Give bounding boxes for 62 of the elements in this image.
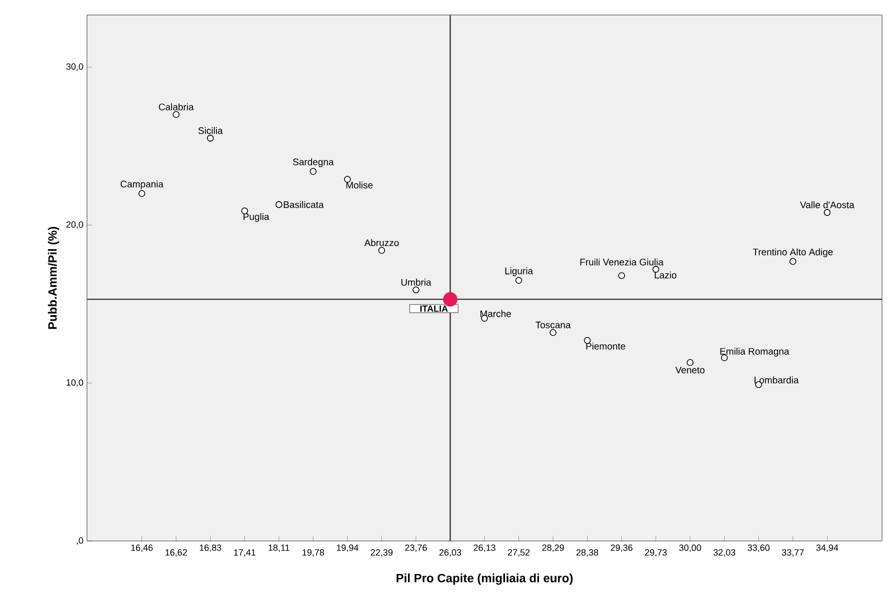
annotation: Fruili Venezia Giulia [580,258,664,266]
point [276,201,282,208]
annotation: Lazio [654,272,676,278]
point [618,272,625,280]
annotation: Trentino Alto Adige [752,248,833,258]
annotation: Sardegna [293,158,334,168]
x-tick-label: 17,41 [234,549,256,557]
point [790,258,796,265]
annotation: Emilia Romagna [720,348,790,357]
annotation: ITALIA [420,306,448,312]
point [515,276,522,284]
x-tick-label: 18,11 [268,544,290,552]
annotation: Molise [346,181,373,188]
annotation: Basilicata [284,201,324,208]
annotation: Puglia [244,213,270,222]
x-tick-label: 28,38 [576,549,598,557]
point [206,134,214,142]
x-tick-label: 16,62 [166,549,187,557]
x-tick-label: 27,52 [508,549,530,557]
x-tick-label: 28,29 [542,544,564,552]
x-tick-label: 19,78 [302,549,324,557]
point [550,329,556,336]
x-tick-label: 34,94 [816,544,838,552]
annotation: Piemonte [586,342,626,350]
point [310,168,317,175]
annotation: Lombardia [754,376,799,384]
point [138,190,146,197]
x-tick-label: 32,03 [713,549,736,557]
x-tick-label: 33,60 [748,544,770,552]
x-tick-label: 23,76 [405,544,427,552]
point [824,209,831,216]
y-tick-label: 20,0 [66,221,84,229]
annotation: Umbria [401,278,432,286]
y-axis-title: Pubb.Amm/Pil (%) [48,226,60,329]
annotation: Sicilia [198,127,223,134]
x-tick-label: 26,13 [474,544,496,552]
point [443,292,458,307]
x-tick-label: 29,73 [645,549,667,557]
x-tick-label: 29,36 [610,544,632,552]
point [686,359,694,366]
point [412,286,420,294]
x-tick-label: 19,94 [336,544,358,552]
annotation: Campania [120,180,164,190]
y-tick-label: 10,0 [66,379,84,387]
annotation: Valle d'Aosta [800,201,854,208]
annotation: Abruzzo [364,239,399,246]
annotation: Marche [480,310,511,318]
point [172,111,180,118]
x-tick-label: 16,83 [200,544,222,552]
point [378,246,386,254]
x-axis-title: Pil Pro Capite (migliaia di euro) [396,574,573,585]
annotation: Liguria [505,267,534,276]
x-tick-label: 33,77 [782,549,804,557]
x-tick-label: 16,46 [131,544,153,552]
annotation: Calabria [158,103,194,110]
y-tick-label: ,0 [76,537,84,545]
x-tick-label: 22,39 [370,549,393,557]
x-tick-label: 26,03 [439,549,462,557]
annotation: Toscana [536,322,571,328]
y-tick-label: 30,0 [66,63,84,71]
annotation: Veneto [675,366,705,374]
x-tick-label: 30,00 [679,544,702,552]
